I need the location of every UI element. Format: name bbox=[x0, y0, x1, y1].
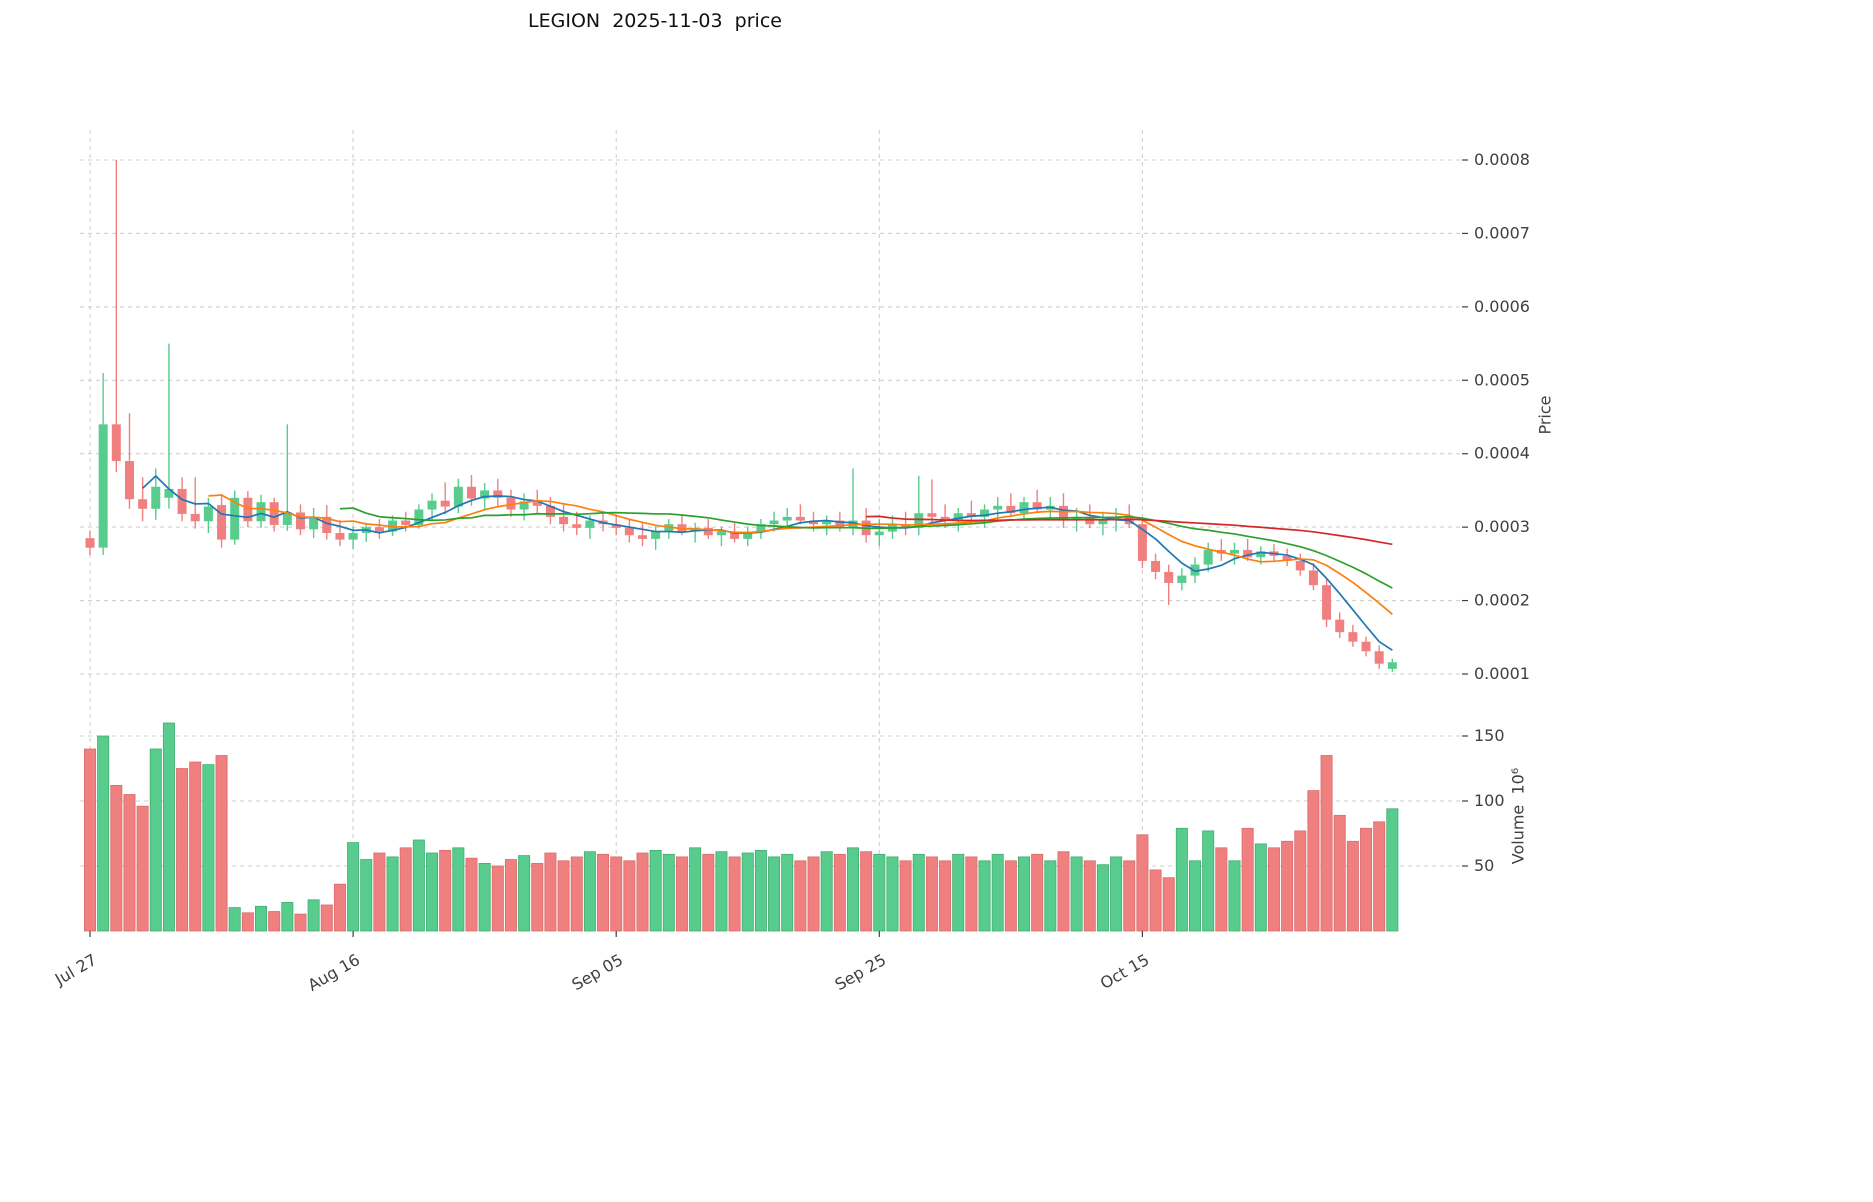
svg-text:Jul 27: Jul 27 bbox=[51, 950, 100, 989]
chart-title: LEGION 2025-11-03 price bbox=[528, 10, 782, 32]
svg-text:0.0006: 0.0006 bbox=[1474, 297, 1530, 316]
svg-text:Sep 05: Sep 05 bbox=[569, 950, 627, 994]
svg-text:0.0002: 0.0002 bbox=[1474, 591, 1530, 610]
svg-text:150: 150 bbox=[1474, 726, 1505, 745]
svg-text:0.0003: 0.0003 bbox=[1474, 517, 1530, 536]
price-axis-label: Price bbox=[1535, 395, 1555, 435]
svg-text:Oct 15: Oct 15 bbox=[1097, 950, 1152, 993]
svg-text:0.0007: 0.0007 bbox=[1474, 223, 1530, 242]
volume-axis-label: Volume 10⁶ bbox=[1508, 767, 1528, 865]
svg-text:Sep 25: Sep 25 bbox=[832, 950, 890, 994]
svg-text:100: 100 bbox=[1474, 791, 1505, 810]
svg-text:0.0008: 0.0008 bbox=[1474, 150, 1530, 169]
svg-text:50: 50 bbox=[1474, 856, 1494, 875]
svg-text:0.0004: 0.0004 bbox=[1474, 444, 1530, 463]
svg-text:0.0001: 0.0001 bbox=[1474, 664, 1530, 683]
svg-text:0.0005: 0.0005 bbox=[1474, 370, 1530, 389]
svg-text:Aug 16: Aug 16 bbox=[305, 950, 364, 995]
